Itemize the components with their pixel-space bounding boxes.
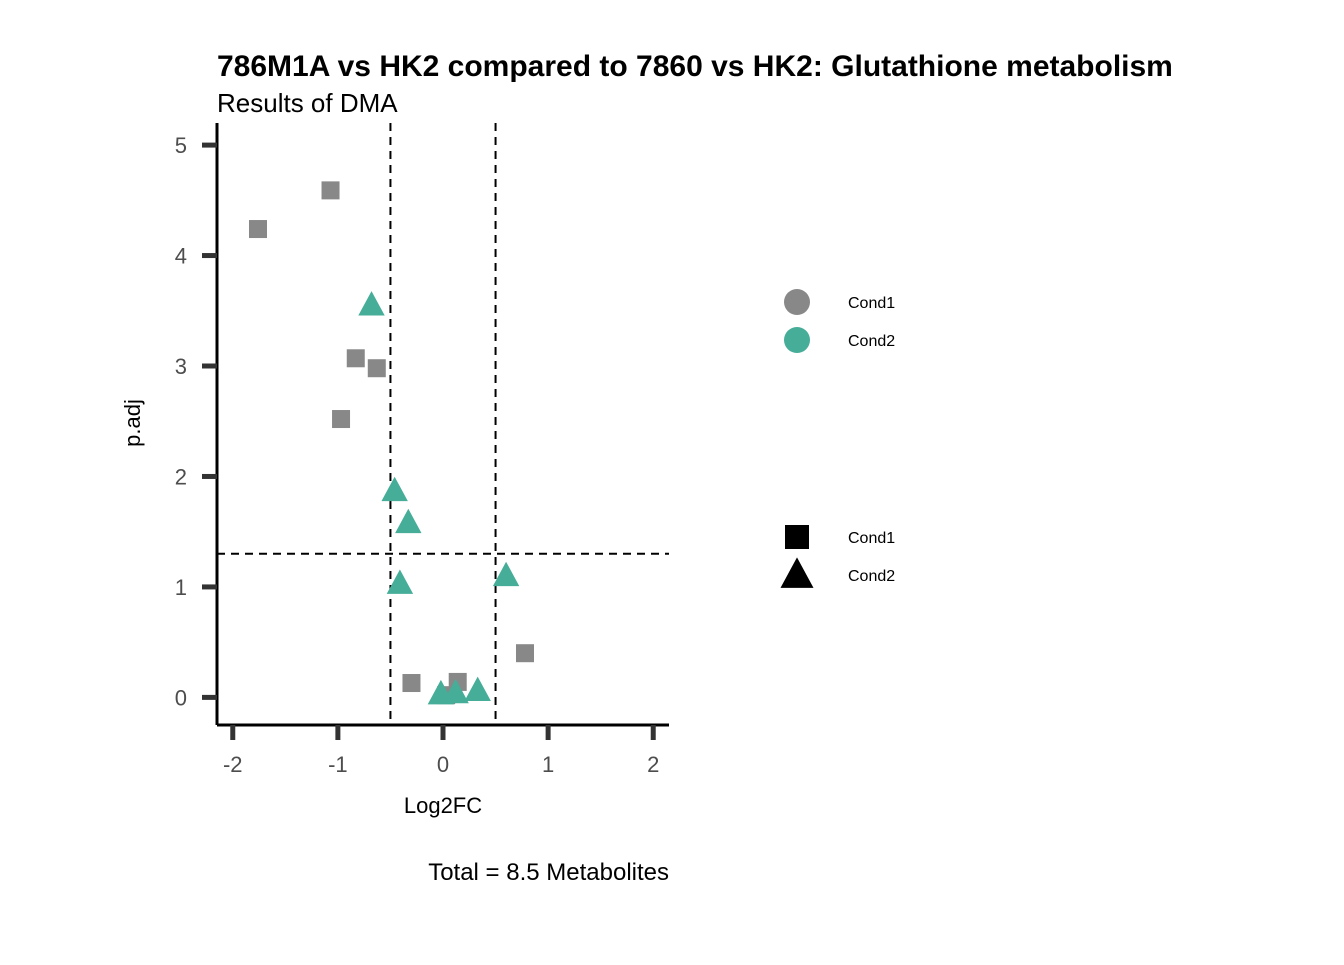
legend-key-shape bbox=[780, 557, 814, 588]
legend-label: Cond2 bbox=[848, 333, 895, 350]
y-axis-title: p.adj bbox=[120, 399, 145, 447]
data-point-square bbox=[367, 359, 386, 378]
y-tick-label: 1 bbox=[175, 575, 187, 600]
data-point-square bbox=[332, 410, 351, 429]
chart-caption: Total = 8.5 Metabolites bbox=[428, 859, 669, 886]
y-tick-label: 4 bbox=[175, 244, 187, 269]
data-point-square bbox=[402, 674, 421, 693]
x-tick-label: -1 bbox=[328, 752, 348, 777]
data-point-triangle bbox=[386, 569, 414, 594]
x-tick-label: 2 bbox=[647, 752, 659, 777]
data-point-square bbox=[321, 181, 340, 200]
legend-label: Cond2 bbox=[848, 568, 895, 585]
legend: Cond1 Cond2 Cond1 Cond2 bbox=[780, 289, 895, 588]
legend-key-color bbox=[784, 289, 810, 315]
data-point-square bbox=[515, 644, 534, 663]
legend-key-shape bbox=[785, 525, 809, 549]
chart-subtitle: Results of DMA bbox=[217, 88, 398, 118]
chart-title: 786M1A vs HK2 compared to 7860 vs HK2: G… bbox=[217, 50, 1173, 83]
plot-area: -2 -1 0 1 2 0 1 2 3 4 5 bbox=[175, 123, 669, 777]
data-point-triangle bbox=[492, 561, 520, 587]
legend-label: Cond1 bbox=[848, 530, 895, 547]
y-tick-label: 5 bbox=[175, 133, 187, 158]
y-tick-label: 2 bbox=[175, 464, 187, 489]
y-tick-label: 0 bbox=[175, 685, 187, 710]
data-point-triangle bbox=[381, 476, 408, 502]
data-point-square bbox=[346, 349, 365, 368]
x-tick-label: 1 bbox=[542, 752, 554, 777]
data-point-triangle bbox=[464, 676, 491, 702]
x-axis-title: Log2FC bbox=[404, 793, 482, 818]
data-point-triangle bbox=[395, 508, 422, 534]
legend-key-color bbox=[784, 327, 810, 353]
legend-label: Cond1 bbox=[848, 295, 895, 312]
x-tick-label: 0 bbox=[437, 752, 449, 777]
data-point-triangle bbox=[442, 678, 469, 704]
data-point-triangle bbox=[358, 291, 385, 316]
x-tick-label: -2 bbox=[223, 752, 243, 777]
y-tick-label: 3 bbox=[175, 354, 187, 379]
data-point-square bbox=[248, 220, 267, 239]
